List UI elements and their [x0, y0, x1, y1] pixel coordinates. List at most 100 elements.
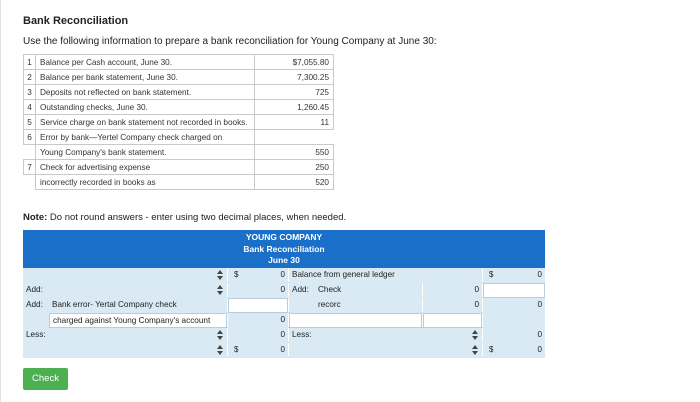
info-row-description: incorrectly recorded in books as	[35, 174, 255, 190]
ledger-row3-desc[interactable]: recorc	[315, 298, 422, 313]
info-row-value	[255, 130, 334, 145]
info-row-description: Service charge on bank statement not rec…	[35, 114, 255, 130]
ledger-less-amount[interactable]: 0	[483, 328, 545, 343]
bank-balance-amount[interactable]: 0	[280, 270, 285, 279]
bank-error-desc-2[interactable]: charged against Young Company's account	[49, 313, 227, 328]
adjusted-bank-select[interactable]	[23, 343, 227, 358]
info-row-number: 1	[23, 54, 36, 70]
row4-label	[23, 313, 49, 328]
bank-error-add-label: Add:	[23, 298, 49, 313]
dollar-sign: $	[234, 345, 239, 354]
select-arrows-icon	[217, 345, 223, 355]
worksheet-header: YOUNG COMPANY Bank Reconciliation June 3…	[23, 230, 545, 268]
info-row: 1 Balance per Cash account, June 30. $7,05…	[23, 54, 334, 70]
ledger-row4-amount-input[interactable]	[423, 313, 482, 328]
info-row-value: 550	[254, 144, 334, 160]
info-row-value: 250	[254, 159, 334, 175]
instructions: Use the following information to prepare…	[23, 36, 437, 47]
ledger-less-select[interactable]: Less:	[289, 328, 482, 343]
bank-error-amount[interactable]: 0	[228, 313, 288, 328]
info-row-number: 5	[23, 114, 36, 130]
select-arrows-icon	[472, 345, 478, 355]
info-row-number: 3	[23, 84, 36, 100]
info-row-description: Balance per Cash account, June 30.	[35, 54, 255, 70]
bank-less-select[interactable]: Less:	[23, 328, 227, 343]
check-button[interactable]: Check	[23, 368, 68, 390]
worksheet-heading: Bank Reconciliation	[243, 243, 325, 254]
info-row-description: Balance per bank statement, June 30.	[35, 69, 255, 85]
info-row-description: Outstanding checks, June 30.	[35, 99, 255, 115]
add-label: Add:	[26, 285, 43, 294]
adjusted-bank-cell: $ 0	[228, 343, 288, 358]
info-row-value: 520	[254, 174, 334, 190]
ledger-less-label: Less:	[292, 330, 312, 339]
info-row-value: 7,300.25	[254, 69, 334, 85]
info-row: 2 Balance per bank statement, June 30. 7,3…	[23, 69, 334, 85]
select-arrows-icon	[217, 285, 223, 295]
info-row-value: $7,055.80	[254, 54, 334, 70]
info-row: 5 Service charge on bank statement not re…	[23, 114, 334, 130]
info-row: 7 Check for advertising expense 250	[23, 159, 334, 175]
info-row: 6 Error by bank—Yertel Company check char…	[23, 129, 334, 145]
ledger-row4-total	[483, 313, 545, 328]
info-row: incorrectly recorded in books as 520	[24, 174, 334, 190]
reconciliation-worksheet: YOUNG COMPANY Bank Reconciliation June 3…	[23, 230, 545, 358]
ledger-row4-desc-input[interactable]	[289, 313, 422, 328]
dollar-sign: $	[489, 270, 494, 279]
info-table: 1 Balance per Cash account, June 30. $7,05…	[23, 54, 334, 190]
dollar-sign: $	[234, 270, 239, 279]
bank-less-amount[interactable]: 0	[228, 328, 288, 343]
worksheet-row-2: Add: 0 Add: Check 0	[23, 283, 545, 298]
worksheet-date: June 30	[268, 255, 300, 265]
info-row-description: Deposits not reflected on bank statement…	[35, 84, 255, 100]
dollar-sign: $	[489, 345, 494, 354]
ledger-row3-amount[interactable]: 0	[423, 298, 482, 313]
bank-add-select[interactable]: Add:	[23, 283, 227, 298]
info-row: 4 Outstanding checks, June 30. 1,260.45	[23, 99, 334, 115]
select-arrows-icon	[217, 270, 223, 280]
worksheet-row-6: $ 0 $ 0	[23, 343, 545, 358]
info-row: 3 Deposits not reflected on bank statemen…	[23, 84, 334, 100]
select-arrows-icon	[472, 330, 478, 340]
ledger-add-desc[interactable]: Check	[315, 283, 422, 298]
info-row-number: 7	[23, 159, 36, 175]
info-row-number	[24, 145, 36, 160]
ledger-balance-amount[interactable]: 0	[537, 270, 542, 279]
info-row-value: 11	[254, 114, 334, 130]
info-row-value: 1,260.45	[254, 99, 334, 115]
note-label: Note:	[23, 212, 48, 223]
ledger-add-label: Add:	[289, 283, 315, 298]
adjusted-bank-amount[interactable]: 0	[280, 345, 285, 354]
info-row-number: 6	[23, 129, 36, 145]
info-row-number: 2	[23, 69, 36, 85]
info-row-number	[24, 175, 36, 190]
bank-error-amount-input[interactable]	[228, 298, 288, 313]
ledger-add-total-input[interactable]	[483, 283, 545, 298]
worksheet-row-5: Less: 0 Less: 0	[23, 328, 545, 343]
info-row: Young Company's bank statement. 550	[24, 144, 334, 160]
ledger-row3-total[interactable]: 0	[483, 298, 545, 313]
note: Note: Do not round answers - enter using…	[23, 212, 346, 223]
ledger-add-amount[interactable]: 0	[423, 283, 482, 298]
page-title: Bank Reconciliation	[23, 15, 129, 27]
info-row-description: Error by bank—Yertel Company check charg…	[35, 129, 255, 145]
worksheet-row-4: charged against Young Company's account …	[23, 313, 545, 328]
company-name: YOUNG COMPANY	[245, 232, 323, 242]
info-row-value: 725	[254, 84, 334, 100]
bank-balance-cell: $ 0	[228, 268, 288, 283]
adjusted-ledger-amount[interactable]: 0	[537, 345, 542, 354]
adjusted-ledger-cell: $ 0	[483, 343, 545, 358]
bank-add-amount[interactable]: 0	[228, 283, 288, 298]
info-row-number: 4	[23, 99, 36, 115]
info-row-description: Young Company's bank statement.	[35, 144, 255, 160]
adjusted-ledger-select[interactable]	[289, 343, 482, 358]
note-text: Do not round answers - enter using two d…	[47, 212, 347, 223]
ledger-balance-cell: $ 0	[483, 268, 545, 283]
bank-error-desc[interactable]: Bank error- Yertal Company check	[49, 298, 227, 313]
select-arrows-icon	[217, 330, 223, 340]
info-row-description: Check for advertising expense	[35, 159, 255, 175]
bank-balance-select[interactable]	[23, 268, 227, 283]
ledger-row3-label	[289, 298, 315, 313]
ledger-balance-label: Balance from general ledger	[289, 268, 482, 283]
